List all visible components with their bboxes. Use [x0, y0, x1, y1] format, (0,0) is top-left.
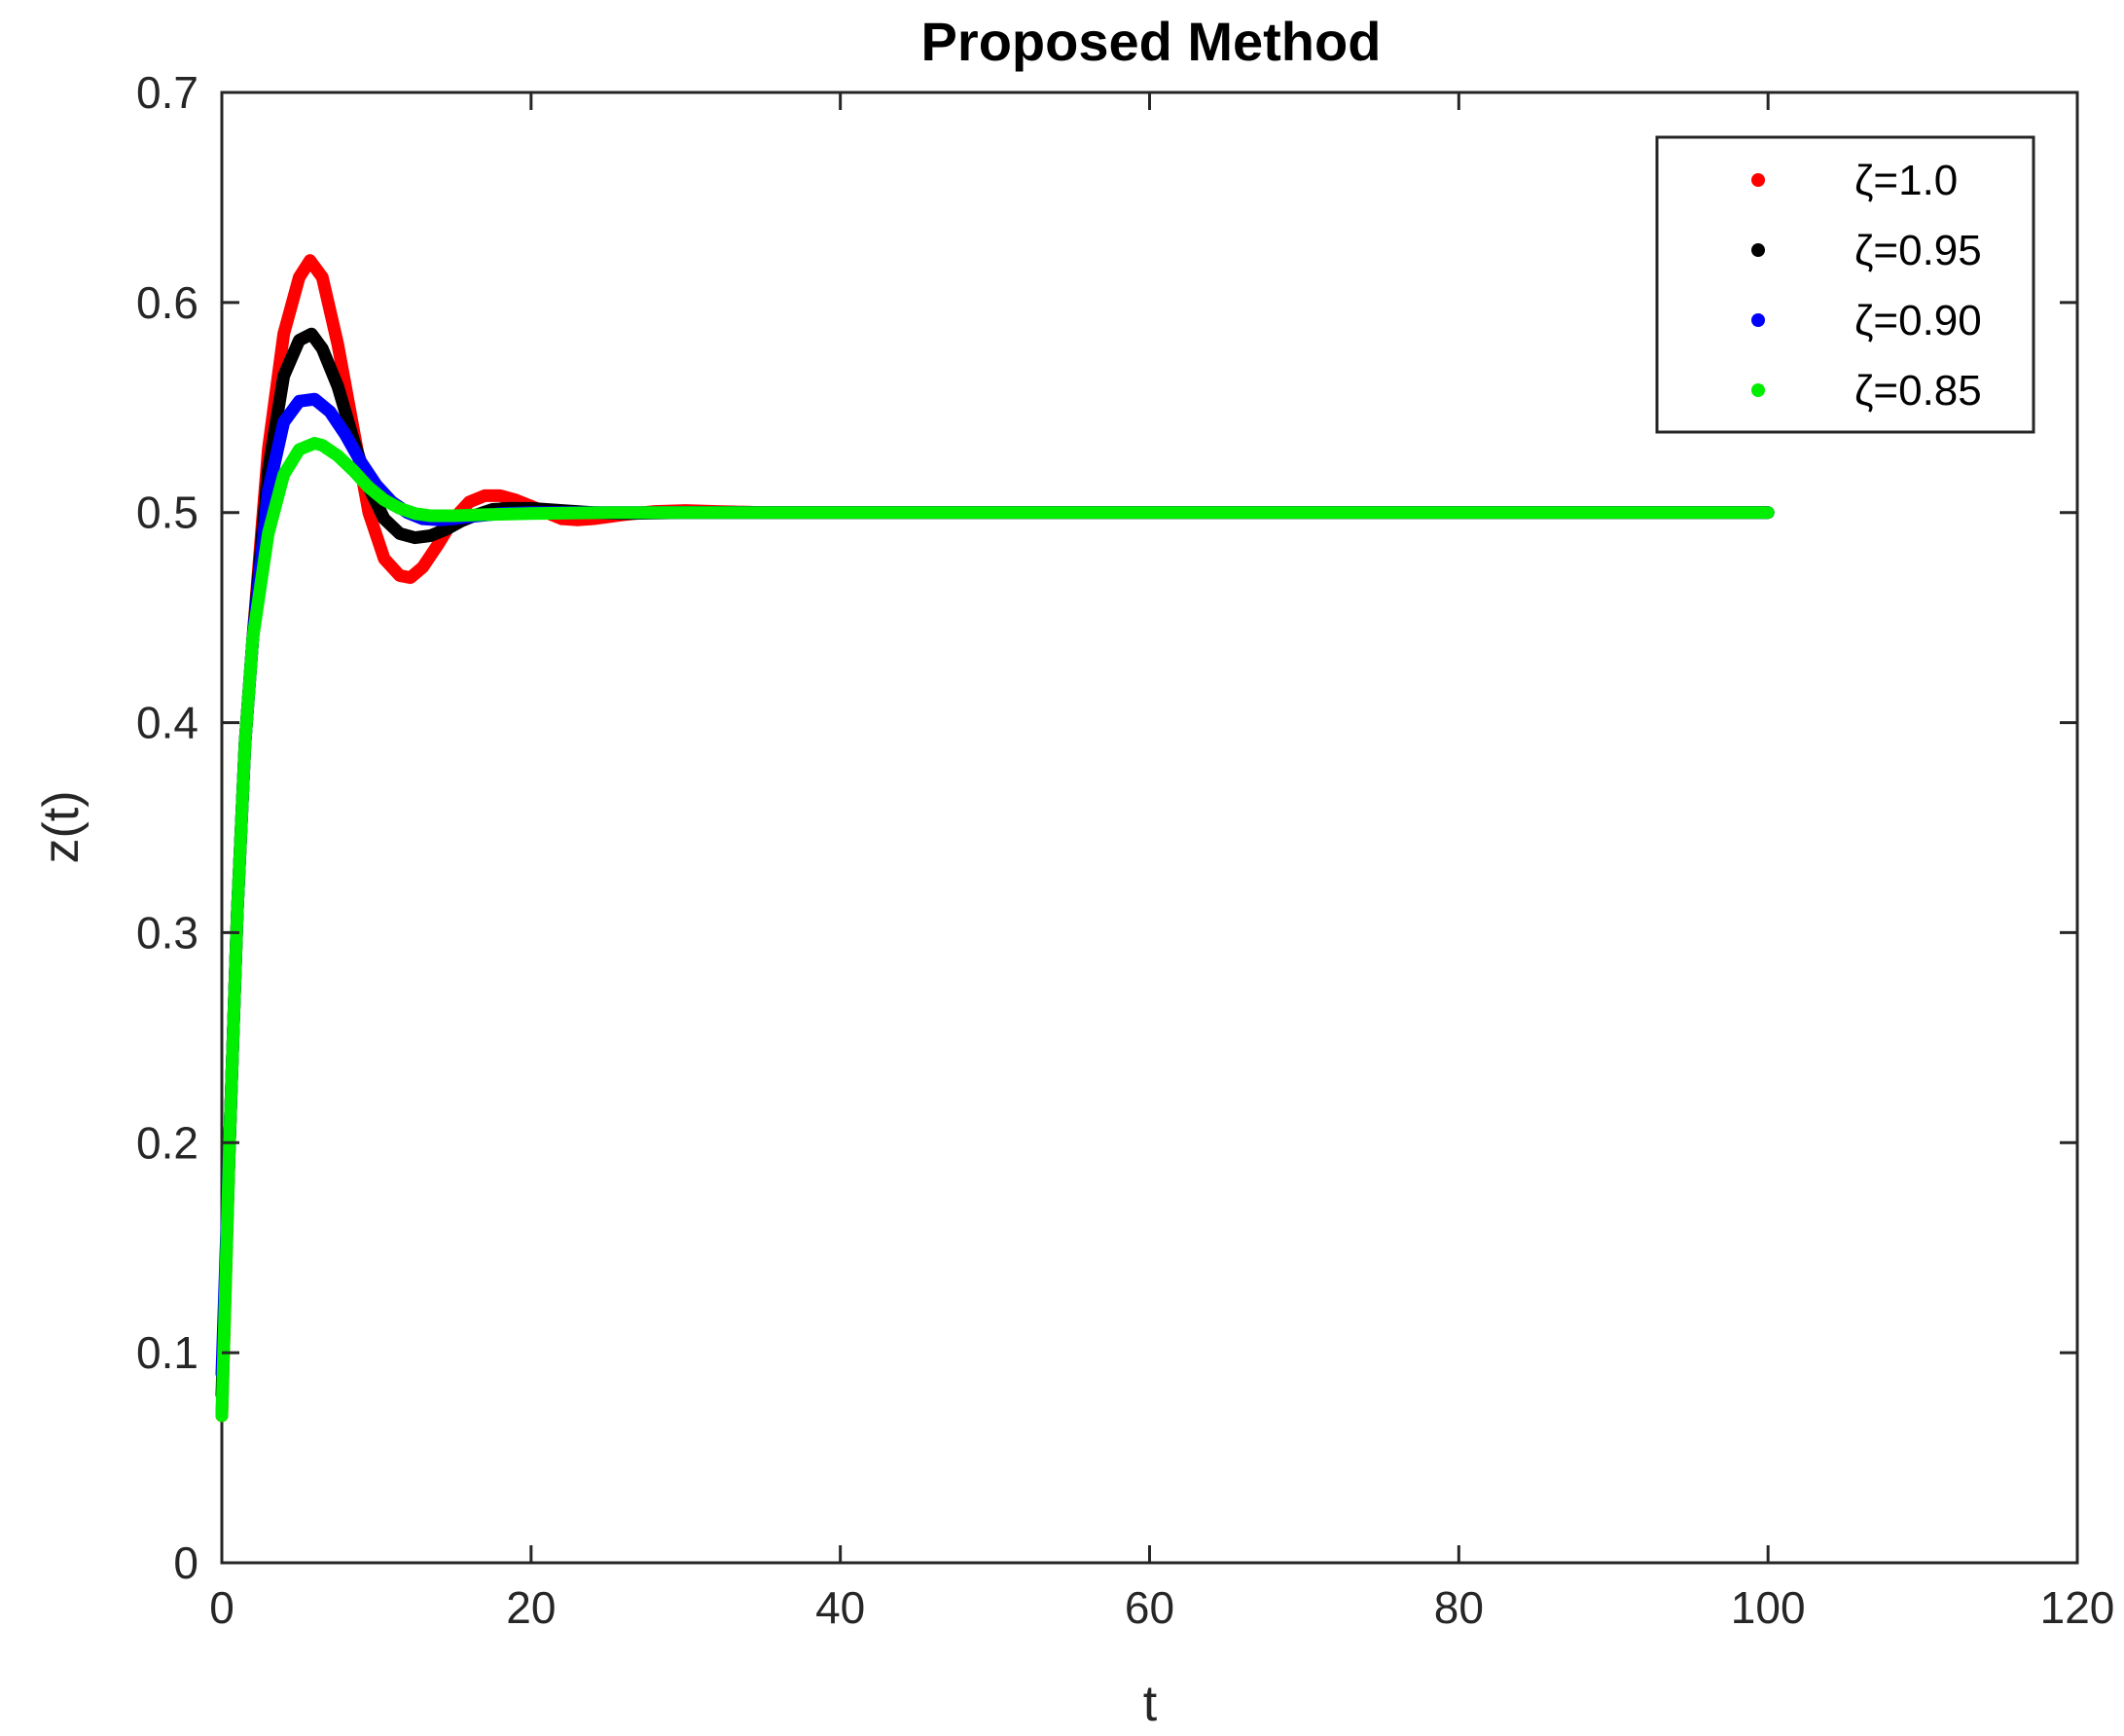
y-tick-labels: 0 0.1 0.2 0.3 0.4 0.5 0.6 0.7 [136, 67, 198, 1588]
y-tick-label: 0.3 [136, 907, 198, 958]
y-tick-label: 0 [173, 1537, 198, 1588]
legend-marker-1 [1751, 173, 1765, 187]
legend-label-2: ζ=0.95 [1854, 227, 1982, 274]
x-tick-label: 60 [1125, 1582, 1174, 1633]
x-tick-label: 100 [1731, 1582, 1806, 1633]
y-tick-label: 0.1 [136, 1327, 198, 1378]
x-tick-label: 80 [1434, 1582, 1484, 1633]
chart-title: Proposed Method [921, 11, 1382, 72]
x-tick-label: 120 [2040, 1582, 2115, 1633]
x-axis-label: t [1143, 1676, 1158, 1732]
x-tick-labels: 0 20 40 60 80 100 120 [209, 1582, 2114, 1633]
x-tick-label: 20 [506, 1582, 556, 1633]
x-tick-label: 0 [209, 1582, 234, 1633]
y-tick-label: 0.6 [136, 277, 198, 328]
y-tick-label: 0.7 [136, 67, 198, 118]
y-tick-label: 0.4 [136, 698, 198, 748]
legend-label-1: ζ=1.0 [1854, 157, 1958, 204]
legend-box [1655, 135, 2035, 434]
legend-label-3: ζ=0.90 [1854, 297, 1982, 344]
series-line-4 [215, 437, 1775, 1423]
legend-marker-4 [1751, 383, 1765, 397]
y-tick-label: 0.5 [136, 488, 198, 538]
y-tick-label: 0.2 [136, 1117, 198, 1168]
y-axis-label: z(t) [33, 790, 90, 863]
legend: ζ=1.0 ζ=0.95 ζ=0.90 ζ=0.85 [1655, 135, 2035, 434]
legend-marker-3 [1751, 313, 1765, 327]
ticks-layer [220, 90, 2079, 1565]
legend-label-4: ζ=0.85 [1854, 367, 1982, 415]
series-layer [215, 254, 1775, 1423]
x-tick-label: 40 [815, 1582, 865, 1633]
legend-entries: ζ=1.0 ζ=0.95 ζ=0.90 ζ=0.85 [1751, 157, 1982, 415]
legend-marker-2 [1751, 243, 1765, 257]
